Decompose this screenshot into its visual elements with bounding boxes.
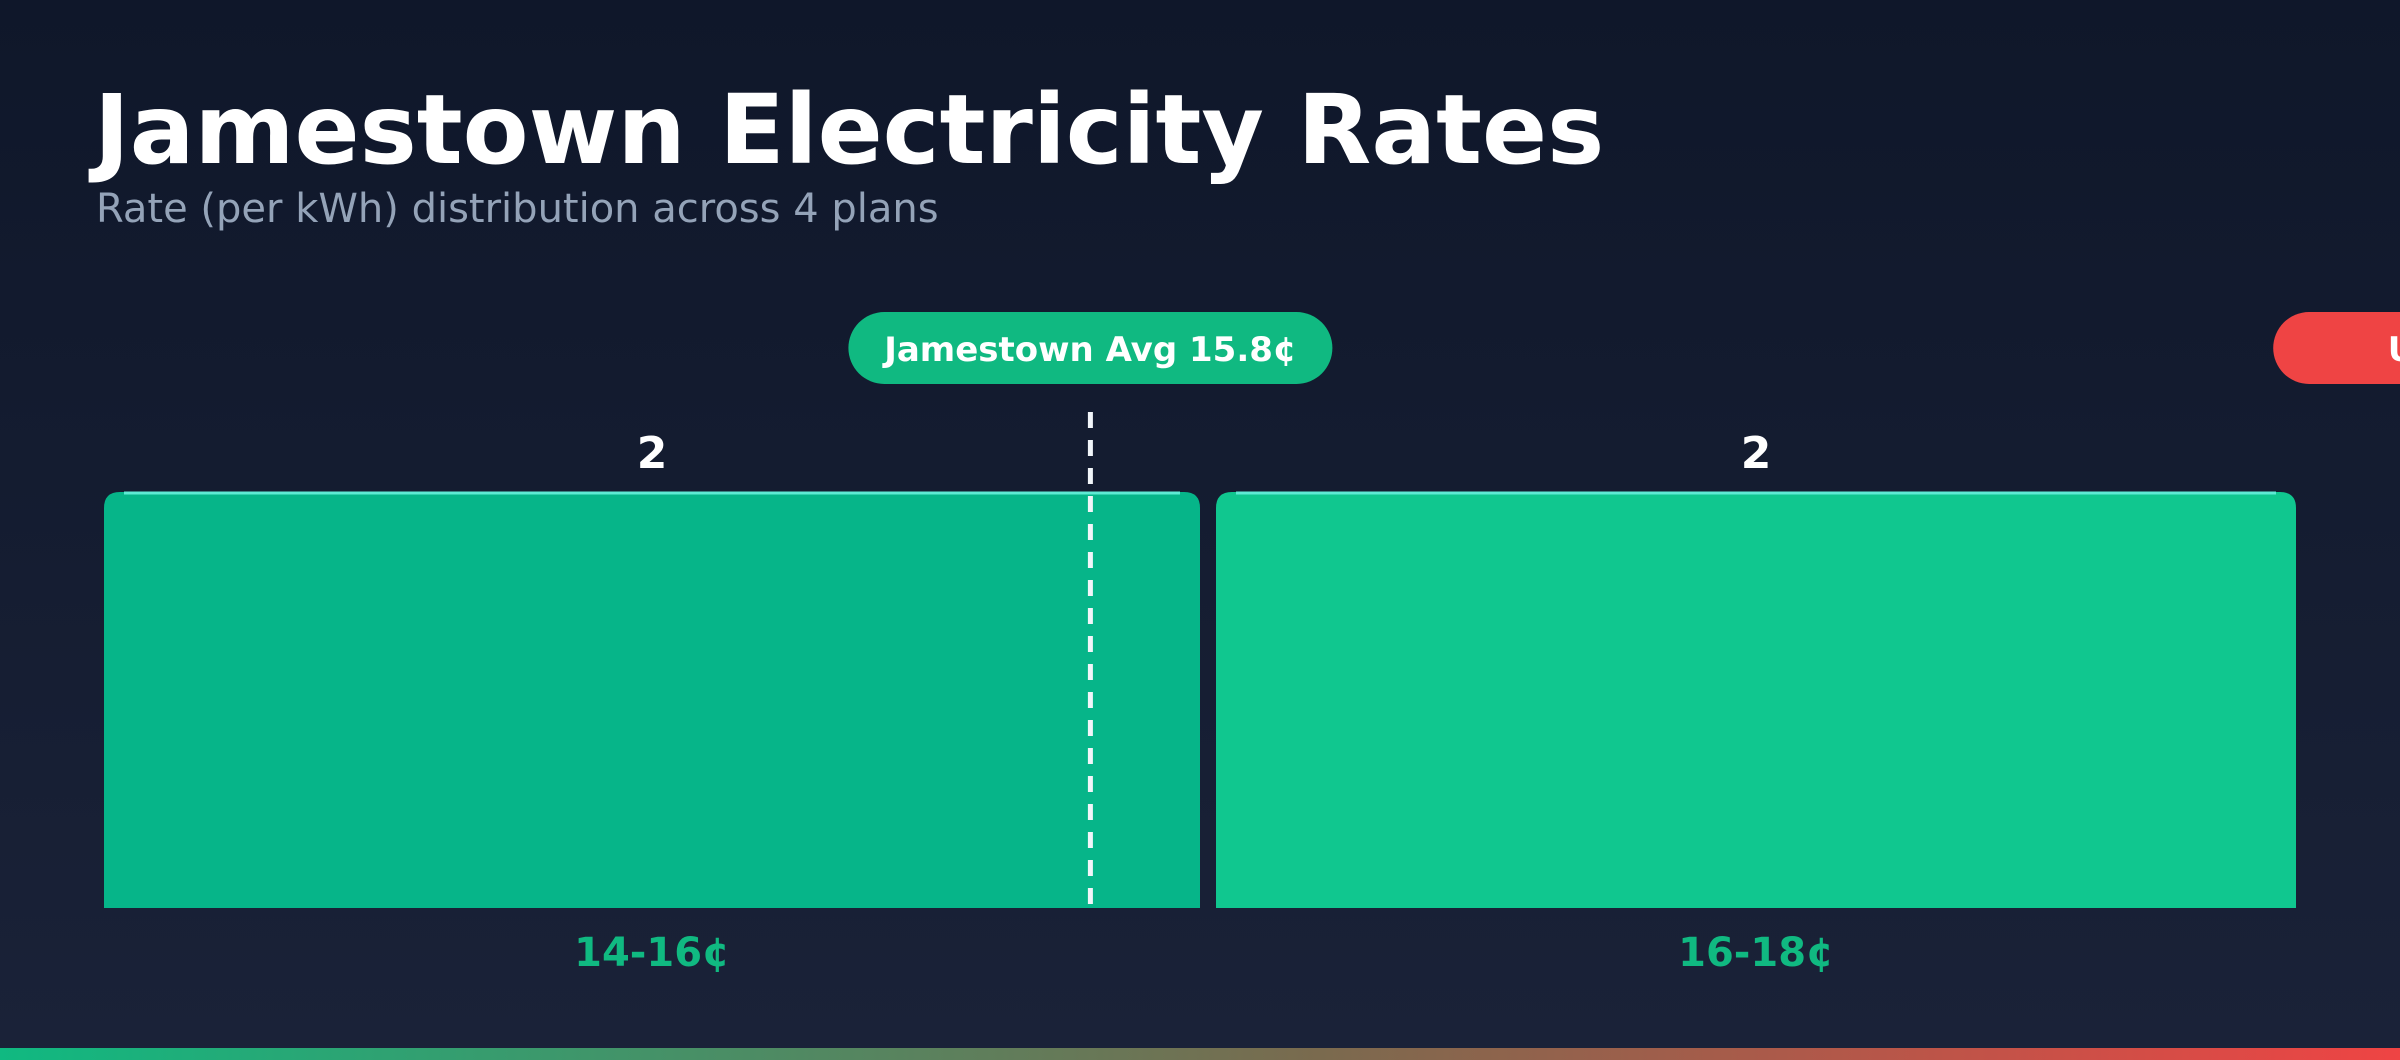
histogram-bar [1216, 492, 2296, 908]
bar-value-label: 2 [637, 428, 668, 479]
local-average-badge [848, 312, 1333, 384]
chart-title: Jamestown Electricity Rates [94, 74, 1605, 186]
us-average-badge [2273, 312, 2400, 384]
category-label: 14-16¢ [574, 930, 730, 976]
accent-bar [0, 1048, 2400, 1060]
category-label: 16-18¢ [1678, 930, 1834, 976]
us-average-label: US Avg 18.4¢ [2388, 330, 2400, 370]
chart-subtitle: Rate (per kWh) distribution across 4 pla… [96, 186, 939, 232]
local-average-label: Jamestown Avg 15.8¢ [882, 330, 1296, 370]
histogram-bar [104, 492, 1200, 908]
bar-value-label: 2 [1741, 428, 1772, 479]
